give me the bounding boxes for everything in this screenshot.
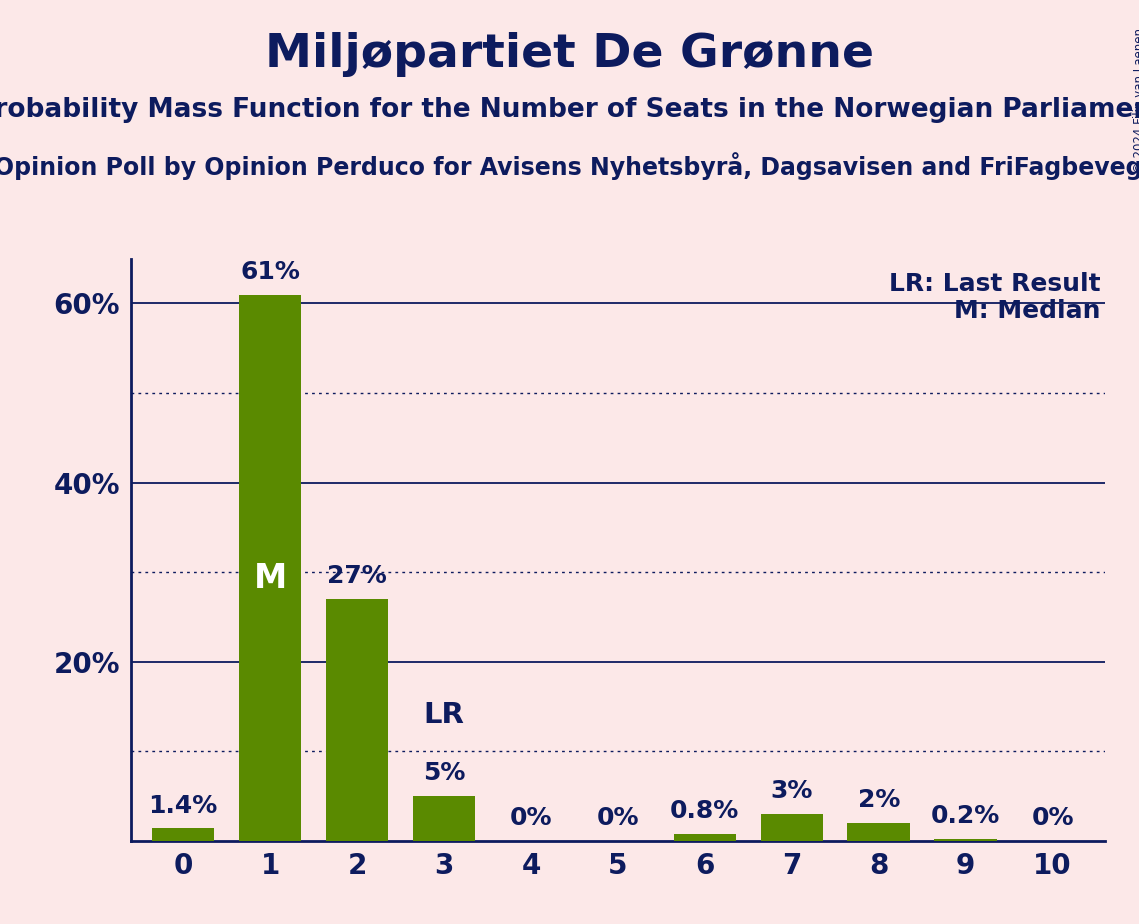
Text: 0%: 0% (510, 806, 552, 830)
Text: M: M (254, 562, 287, 595)
Text: 0%: 0% (597, 806, 639, 830)
Text: 2%: 2% (858, 788, 900, 812)
Text: 61%: 61% (240, 260, 300, 284)
Text: 5%: 5% (423, 761, 465, 785)
Text: 3%: 3% (771, 779, 813, 803)
Text: 0%: 0% (1032, 806, 1074, 830)
Text: 1.4%: 1.4% (148, 794, 218, 818)
Bar (412, 796, 475, 841)
Bar (326, 599, 388, 841)
Text: LR: LR (424, 701, 465, 729)
Bar (934, 839, 997, 841)
Text: Miljøpartiet De Grønne: Miljøpartiet De Grønne (265, 32, 874, 78)
Bar (761, 814, 823, 841)
Text: Opinion Poll by Opinion Perduco for Avisens Nyhetsbyrå, Dagsavisen and FriFagbev: Opinion Poll by Opinion Perduco for Avis… (0, 152, 1139, 180)
Text: 0.8%: 0.8% (670, 799, 739, 823)
Bar (847, 823, 910, 841)
Text: M: Median: M: Median (954, 299, 1100, 323)
Text: 27%: 27% (327, 565, 387, 589)
Text: © 2024 Filip van Laenen: © 2024 Filip van Laenen (1133, 28, 1139, 173)
Bar (673, 833, 736, 841)
Text: 0.2%: 0.2% (931, 804, 1000, 828)
Bar (239, 295, 302, 841)
Bar (151, 828, 214, 841)
Text: Probability Mass Function for the Number of Seats in the Norwegian Parliament: Probability Mass Function for the Number… (0, 97, 1139, 123)
Text: LR: Last Result: LR: Last Result (888, 273, 1100, 297)
